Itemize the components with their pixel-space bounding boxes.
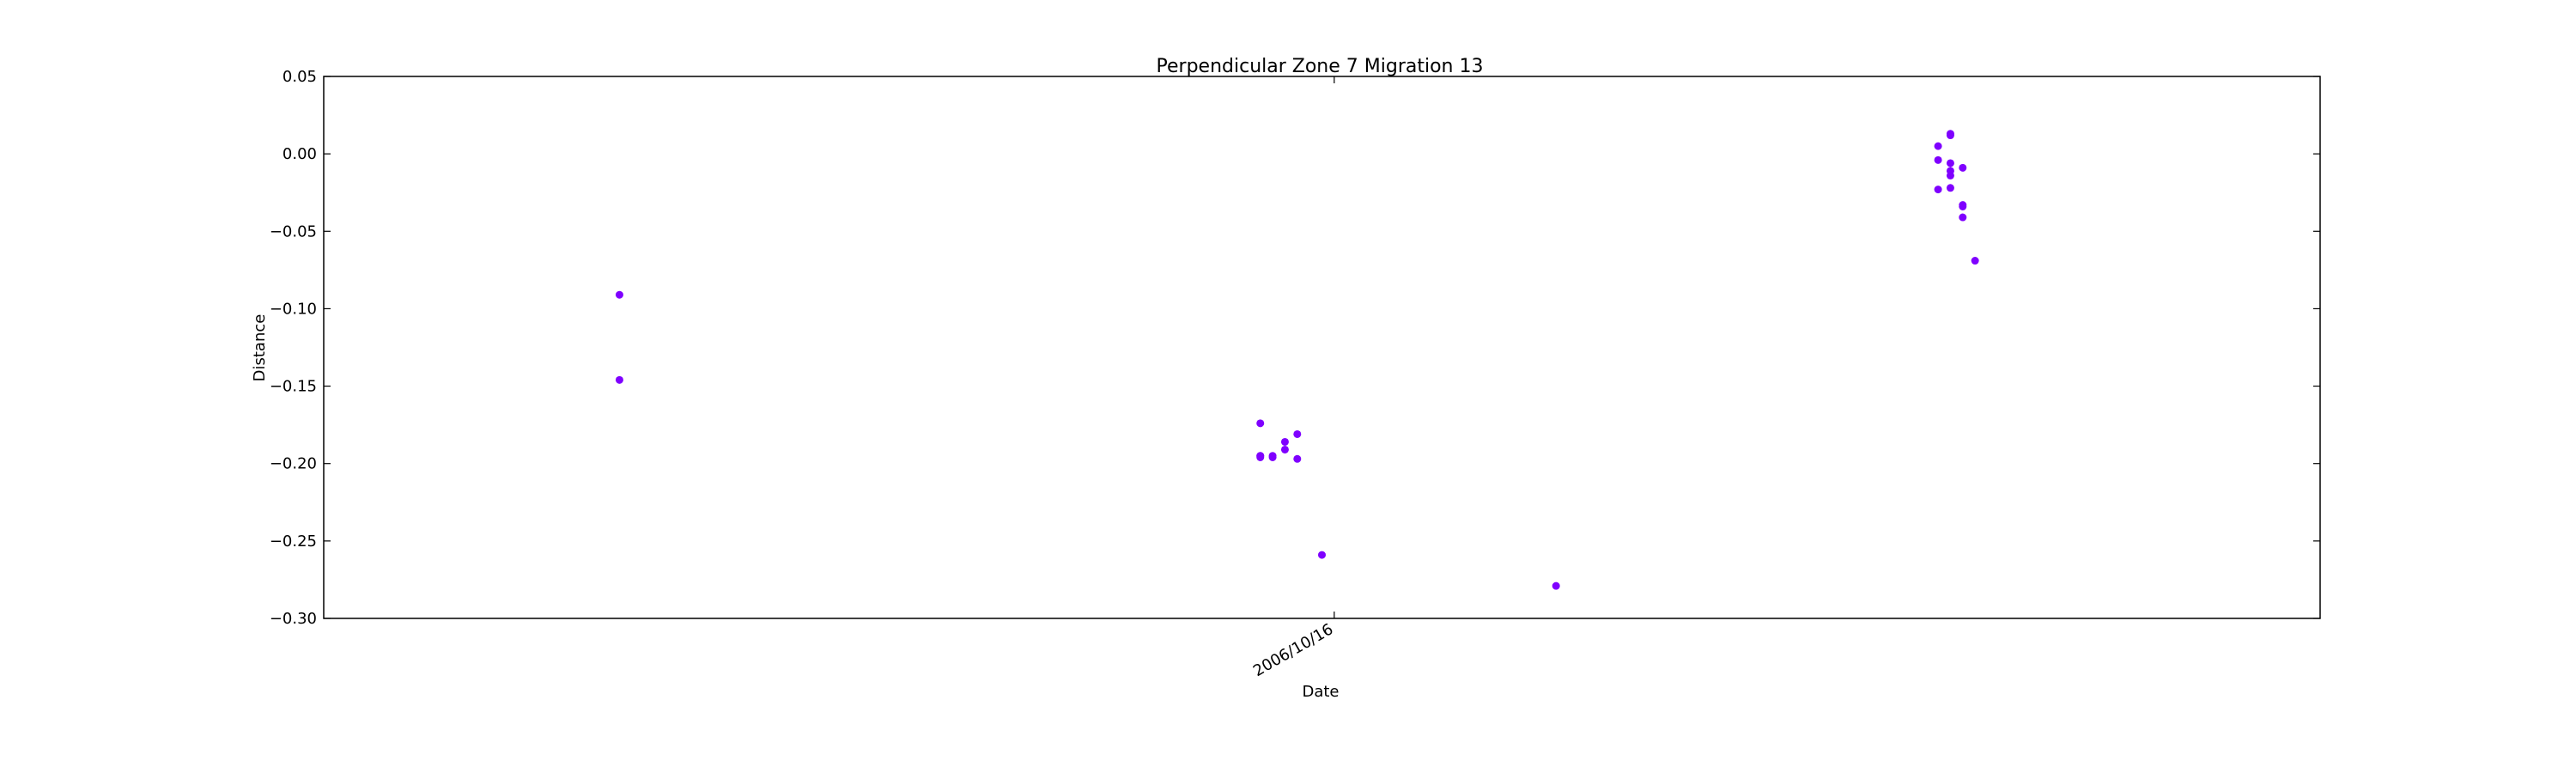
data-point <box>1959 213 1967 222</box>
y-axis-label: Distance <box>251 314 269 382</box>
plot-frame <box>323 76 2321 619</box>
data-point <box>1934 155 1942 164</box>
data-point <box>1934 142 1942 150</box>
data-point <box>1959 163 1967 172</box>
x-tick-label: 2006/10/16 <box>1250 620 1336 680</box>
y-tick-label: 0.05 <box>283 68 317 86</box>
data-point <box>1293 454 1302 463</box>
chart-title: Perpendicular Zone 7 Migration 13 <box>1157 56 1484 77</box>
data-point <box>615 375 623 384</box>
axis-ticks: −0.30 −0.25 −0.20 −0.15 −0.10 −0.05 0.00 0.05 20… <box>270 68 2320 680</box>
y-tick-label: 0.00 <box>283 145 317 163</box>
data-point <box>1552 581 1560 590</box>
y-tick-label: −0.05 <box>270 222 317 240</box>
data-point <box>1959 202 1967 210</box>
y-tick-label: −0.30 <box>270 610 317 628</box>
data-points <box>615 130 1979 590</box>
y-tick-label: −0.25 <box>270 533 317 551</box>
y-tick-label: −0.20 <box>270 455 317 473</box>
data-point <box>1946 184 1954 192</box>
data-point <box>1318 551 1326 559</box>
data-point <box>1946 159 1954 167</box>
data-point <box>1256 452 1265 460</box>
x-axis-label: Date <box>1302 683 1339 701</box>
data-point <box>1946 130 1954 138</box>
data-point <box>1934 186 1942 194</box>
data-point <box>1268 453 1277 462</box>
data-point <box>1946 171 1954 180</box>
data-point <box>1971 257 1979 265</box>
data-point <box>1280 437 1289 446</box>
data-point <box>1293 429 1302 438</box>
data-point <box>1280 445 1289 453</box>
data-point <box>1256 419 1265 428</box>
y-tick-label: −0.10 <box>270 300 317 318</box>
data-point <box>615 290 623 299</box>
y-tick-label: −0.15 <box>270 378 317 396</box>
